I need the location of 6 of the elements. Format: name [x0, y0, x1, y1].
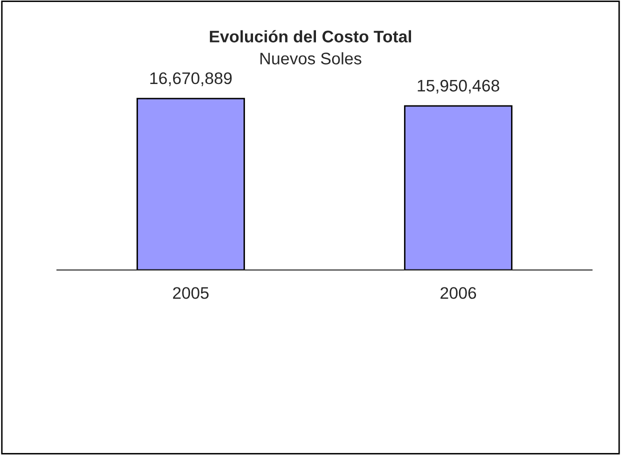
x-tick-label: 2005	[173, 287, 209, 299]
x-tick-label: 2006	[440, 287, 476, 299]
chart-title: Evolución del Costo Total	[210, 30, 412, 42]
data-label: 16,670,889	[150, 72, 232, 86]
chart-subtitle: Nuevos Soles	[260, 52, 362, 64]
data-label: 15,950,468	[418, 80, 500, 94]
